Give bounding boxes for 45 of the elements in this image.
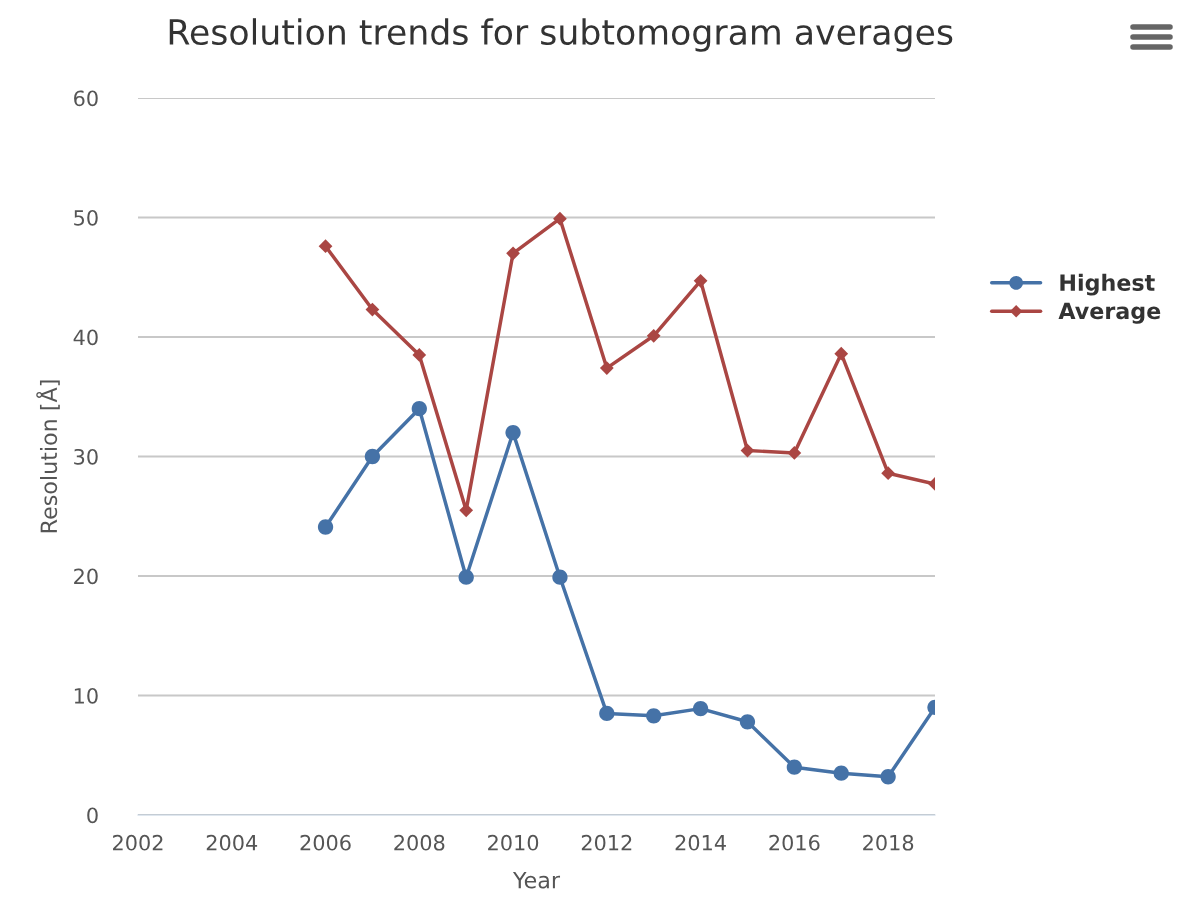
point (880, 769, 896, 785)
y-tick-label: 20 (74, 568, 98, 585)
point (881, 466, 895, 481)
x-tick-label: 2016 (769, 834, 820, 851)
point (646, 328, 661, 343)
point (552, 569, 568, 585)
x-axis-title: Year (512, 871, 561, 889)
y-tick-label: 40 (73, 329, 98, 346)
y-tick-label: 30 (74, 448, 98, 465)
point (833, 765, 849, 781)
point (411, 401, 427, 417)
y-tick-label: 10 (74, 687, 98, 704)
y-axis-title: Resolution [Å] (36, 380, 60, 533)
x-tick-label: 2018 (863, 834, 914, 851)
point (317, 519, 334, 535)
x-tick-label: 2008 (394, 834, 445, 851)
point (459, 503, 474, 518)
point (599, 705, 615, 722)
point (412, 348, 427, 362)
y-tick-label: 0 (87, 807, 98, 824)
point (786, 759, 802, 775)
chart-title: Resolution trends for subtomogram averages (169, 18, 953, 52)
x-tick-label: 2012 (581, 834, 632, 851)
x-tick-label: 2006 (300, 834, 351, 851)
x-tick-label: 2004 (206, 834, 258, 851)
y-tick-label: 50 (74, 209, 98, 226)
point (739, 714, 756, 730)
point (692, 701, 709, 717)
x-tick-label: 2010 (488, 834, 539, 851)
point (599, 361, 614, 375)
y-tick-label: 60 (74, 90, 98, 107)
point (787, 446, 802, 460)
point (693, 273, 708, 288)
x-tick-label: 2014 (675, 834, 726, 851)
x-tick-label: 2002 (113, 834, 163, 851)
legend-label: Average (1058, 302, 1161, 324)
point (318, 239, 333, 254)
point (646, 708, 662, 724)
point (364, 448, 381, 465)
point (505, 424, 521, 441)
point (506, 246, 520, 261)
point (834, 346, 849, 361)
point (553, 211, 567, 226)
point (458, 569, 474, 585)
legend-label: Highest (1060, 273, 1155, 296)
